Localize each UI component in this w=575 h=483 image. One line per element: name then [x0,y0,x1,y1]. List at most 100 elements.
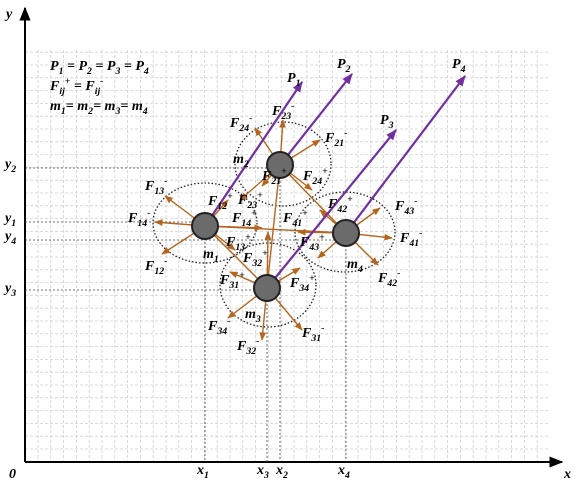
label-part: F [237,193,248,208]
label-part: 23 [280,111,291,122]
force-label: F32+ [242,248,268,269]
label-part: 31 [228,280,239,291]
label-part: - [344,128,347,139]
label-part: 3 [263,470,269,481]
y-tick-label: y1 [3,211,16,229]
label-part: - [249,113,252,124]
label-part: 42 [336,204,347,215]
label-part: 1 [204,470,209,481]
force-label: F43+ [299,232,325,253]
mass [254,275,280,301]
label-part: + [239,270,245,281]
label-part: 12 [154,266,164,277]
note: P1 = P2 = P3 = P4 [50,59,149,77]
label-part: 3 [255,314,261,325]
label-part: 41 [291,218,302,229]
label-part: 4 [344,470,350,481]
label-part: - [100,76,103,87]
mass [192,213,218,239]
label-part: F [207,319,218,334]
label-part: 4 [143,66,149,77]
label-part: 3 [388,120,394,131]
note: m1= m2= m3= m4 [50,99,148,117]
label-part: 4 [142,106,148,117]
y-tick-label: y3 [3,281,16,299]
force-label: F13+ [225,232,251,253]
label-part: - [419,228,422,239]
label-part: = F [70,79,95,94]
label-part: F [207,194,218,209]
label-part: F [242,251,253,266]
force-label: F14+ [231,208,257,229]
label-part: - [414,196,417,207]
label-part: - [291,101,294,112]
label-part: 14 [137,218,147,229]
x-tick-label: x4 [337,463,350,481]
label-part: = m [120,99,142,114]
label-part: 24 [311,176,322,187]
force-label: F31- [301,323,324,344]
x-tick-label: x1 [196,463,209,481]
force-label: F34- [207,316,230,337]
label-part: F [299,235,310,250]
label-part: = P [92,59,116,74]
momentum-label: P4 [452,57,466,75]
force-label: F14- [127,208,150,229]
label-part: F [394,199,405,214]
label-part: F [49,79,60,94]
label-part: + [319,232,325,243]
label-part: F [219,273,230,288]
label-part: - [164,256,167,267]
label-part: F [271,104,282,119]
label-part: 4 [357,264,363,275]
label-part: F [144,259,155,274]
label-part: x [337,463,345,478]
label-part: 2 [282,470,288,481]
label-part: = P [63,59,87,74]
label-part: F [282,211,293,226]
x-tick-label: x2 [275,463,288,481]
label-part: 3 [10,288,16,299]
label-part: 32 [245,346,256,357]
label-part: 42 [386,278,397,289]
force-label: F24+ [302,166,328,187]
label-part: = m [93,99,115,114]
label-part: x [196,463,204,478]
label-part: 13 [154,186,164,197]
label-part: 43 [308,242,319,253]
mass-label: m4 [347,257,363,275]
force-label: F13- [144,176,167,197]
label-part: 14 [241,218,251,229]
label-part: F [399,231,410,246]
label-part: F [324,131,335,146]
label-part: F [301,326,312,341]
label-part: m [233,152,244,167]
x-axis-label: x [563,467,571,482]
label-part: F [302,169,313,184]
force-label: F43- [394,196,417,217]
force-label: F32- [236,336,259,357]
momentum-label: P2 [337,57,351,75]
label-part: + [322,166,328,177]
label-part: m [347,257,358,272]
label-part: + [251,208,257,219]
label-part: 32 [251,258,262,269]
label-part: m [50,99,61,114]
force-label: F12- [144,256,167,277]
label-part: m [245,307,256,322]
label-part: - [397,268,400,279]
diagram: yx0y2y1y4y3x1x3x2x4P1 = P2 = P3 = P4Fij+… [0,0,575,483]
label-part: + [347,194,353,205]
label-part: F [261,169,272,184]
label-part: - [227,316,230,327]
label-part: - [164,176,167,187]
label-part: F [229,116,240,131]
label-part: = P [120,59,144,74]
label-part: F [225,235,236,250]
force-label: F42- [377,268,400,289]
label-part: ij [95,86,101,97]
y-tick-label: y2 [3,157,16,175]
momentum-label: P3 [380,113,394,131]
label-part: F [231,211,242,226]
note: Fij+ = Fij- [49,76,103,97]
